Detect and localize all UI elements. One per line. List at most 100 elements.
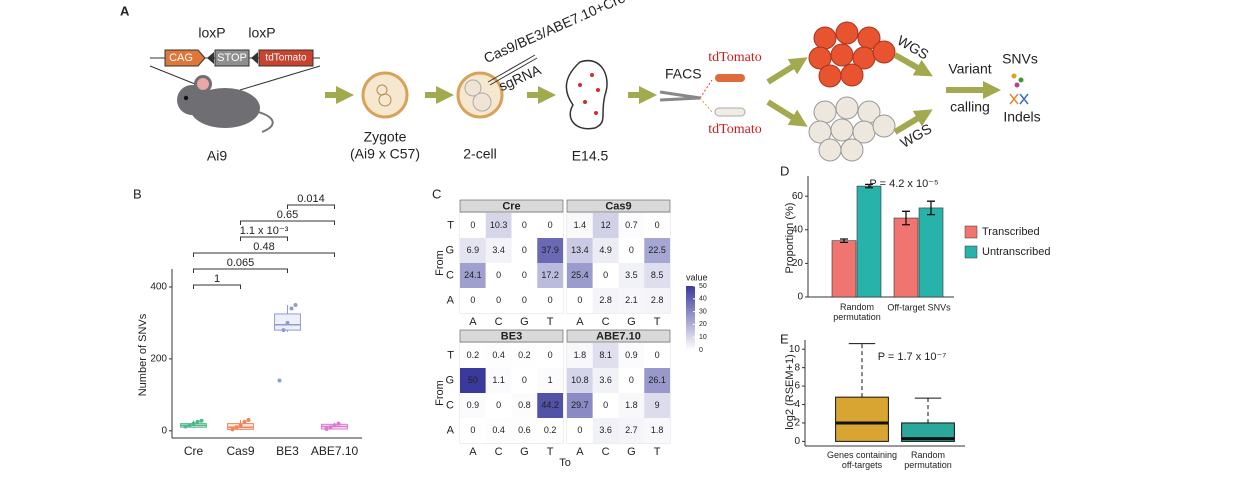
point: [285, 320, 290, 325]
cell: [872, 114, 896, 138]
negative-cells: [808, 96, 896, 162]
analysis-label: Variant: [948, 61, 991, 77]
blastomere: [472, 92, 492, 112]
cell-label: 44.2: [541, 400, 559, 410]
step-sublabel: (Ai9 x C57): [350, 146, 420, 162]
heat-cell: [618, 288, 645, 313]
y-tick-label: G: [445, 244, 454, 256]
point: [289, 306, 294, 311]
text-line: Random: [840, 302, 874, 312]
cell: [813, 100, 837, 124]
heat-cell: [567, 418, 593, 443]
y-tick-label: T: [447, 219, 454, 231]
heat-cell: [511, 393, 538, 418]
reporter-box: [258, 49, 314, 67]
cell-label: 10.8: [571, 375, 589, 385]
text-line: permutation: [904, 460, 952, 470]
cell-label: 0: [496, 270, 501, 280]
step-label: Ai9: [207, 148, 227, 164]
cell-label: 1: [548, 375, 553, 385]
y-tick-label: A: [447, 424, 455, 436]
output-label: SNVs: [1002, 51, 1038, 67]
cell-label: 0: [629, 375, 634, 385]
comparison-label: 0.065: [227, 257, 255, 269]
facet-title: ABE7.10: [596, 330, 641, 342]
heat-cell: [511, 288, 538, 313]
heat-cell: [485, 288, 512, 313]
step-label: E14.5: [572, 148, 609, 164]
heat-cell: [537, 368, 563, 393]
legend-swatch: [964, 225, 978, 239]
cell: [872, 40, 896, 64]
cell-dot: [594, 111, 598, 115]
stop-label: STOP: [217, 52, 247, 64]
facet-title: Cas9: [605, 200, 631, 212]
point: [183, 424, 188, 429]
cell-label: 0: [577, 425, 582, 435]
heat-cell: [567, 288, 593, 313]
heat-cell: [618, 343, 645, 368]
x-tick-label: G: [520, 316, 529, 328]
heat-cell: [511, 418, 538, 443]
y-tick-label: C: [446, 399, 454, 411]
heat-cell: [592, 263, 619, 288]
x-tick-label: C: [602, 316, 610, 328]
cell-label: 0.9: [625, 350, 638, 360]
pronucleus: [378, 93, 392, 107]
comparison-label: 0.014: [297, 193, 325, 205]
error-bar: [902, 210, 910, 226]
facet-strip: [566, 199, 671, 213]
cell-label: 8.1: [599, 350, 612, 360]
comparison-bracket: [287, 204, 335, 209]
snv-dot: [1011, 73, 1017, 79]
colorbar-tick-label: 30: [699, 308, 707, 315]
cell-label: 4.9: [599, 245, 612, 255]
heat-cell: [511, 343, 538, 368]
legend-swatch: [964, 245, 978, 259]
heat-cell: [511, 238, 538, 263]
mouse-eye: [183, 95, 189, 101]
cell-label: 2.1: [625, 295, 638, 305]
comparison-bracket: [193, 268, 288, 273]
needle: [487, 54, 536, 83]
cell-label: 0: [548, 350, 553, 360]
heat-cell: [485, 393, 512, 418]
cell-label: 0: [577, 295, 582, 305]
tube: [714, 107, 746, 117]
point: [191, 421, 196, 426]
facs-stream: [659, 90, 701, 102]
cell-label: 0.4: [492, 425, 505, 435]
cell-label: 3.5: [625, 270, 638, 280]
x-tick-label: Cre: [184, 444, 204, 458]
colorbar-tick-label: 10: [699, 334, 707, 341]
promoter-box: [164, 49, 206, 67]
panel-a: A loxP loxP CAG STOP tdTomato Ai9 Zygote…: [120, 0, 1041, 164]
y-tick-label: 40: [792, 224, 804, 235]
injection-label: Cas9/BE3/ABE7.10+Cre: [481, 0, 627, 66]
cell-label: 9: [655, 400, 660, 410]
y-tick-label: C: [446, 269, 454, 281]
heat-cell: [485, 343, 512, 368]
negative-label: tdTomato: [708, 122, 761, 137]
heat-cell: [567, 213, 593, 238]
heat-cell: [460, 368, 486, 393]
heat-cell: [567, 238, 593, 263]
heat-cell: [485, 368, 512, 393]
heat-cell: [485, 213, 512, 238]
guide-label: sgRNA: [496, 61, 544, 94]
needle: [489, 57, 538, 86]
heat-cell: [618, 418, 645, 443]
comparison-label: 1.1 x 10⁻³: [240, 225, 289, 237]
cell-label: 3.6: [599, 375, 612, 385]
cell-label: 0.4: [492, 350, 505, 360]
snv-dot: [1018, 77, 1024, 83]
heat-cell: [567, 368, 593, 393]
cell-label: 0: [470, 295, 475, 305]
x-tick-label: C: [495, 316, 503, 328]
legend-label: Untranscribed: [982, 246, 1050, 258]
point: [199, 418, 204, 423]
text-line: Random: [911, 450, 945, 460]
cell-label: 17.2: [541, 270, 559, 280]
annotation: P = 1.7 x 10⁻⁷: [878, 351, 947, 363]
y-tick-label: A: [447, 294, 455, 306]
